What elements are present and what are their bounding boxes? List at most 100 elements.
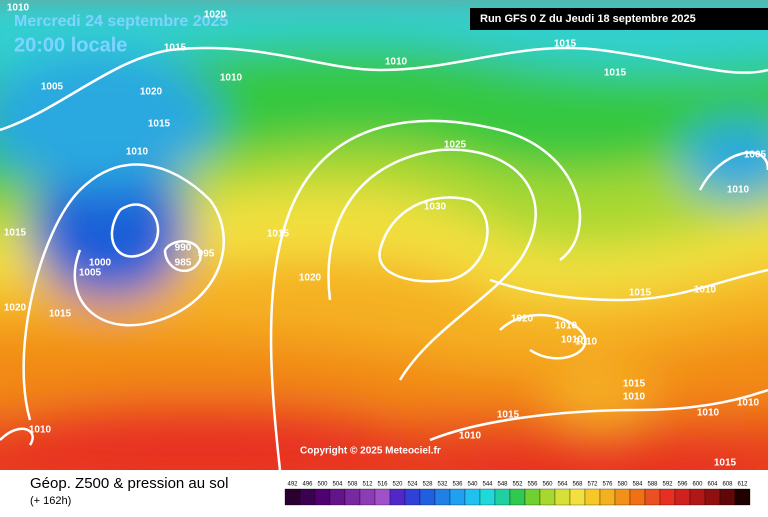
scale-label: 592 xyxy=(662,482,673,488)
scale-label: 564 xyxy=(557,482,568,488)
isobar-label: 1010 xyxy=(575,337,598,348)
scale-swatch xyxy=(419,488,436,506)
run-info: Run GFS 0 Z du Jeudi 18 septembre 2025 xyxy=(480,13,696,25)
scale-swatch xyxy=(404,488,421,506)
scale-label: 528 xyxy=(422,482,433,488)
scale-label: 608 xyxy=(722,482,733,488)
isobar-label: 995 xyxy=(198,249,215,260)
isobar-label: 1015 xyxy=(164,43,187,54)
isobar-label: 1020 xyxy=(204,10,227,21)
scale-label: 544 xyxy=(482,482,493,488)
scale-label: 552 xyxy=(512,482,523,488)
scale-label: 524 xyxy=(407,482,418,488)
scale-label: 540 xyxy=(467,482,478,488)
isobar-label: 1015 xyxy=(497,410,520,421)
scale-swatch xyxy=(719,488,736,506)
scale-swatch xyxy=(734,488,751,506)
scale-swatch xyxy=(284,488,301,506)
scale-swatch xyxy=(569,488,586,506)
scale-swatch xyxy=(344,488,361,506)
isobar-label: 1000 xyxy=(89,258,112,269)
scale-swatch xyxy=(329,488,346,506)
isobar-label: 1015 xyxy=(554,39,577,50)
footer-title: Géop. Z500 & pression au sol xyxy=(30,475,228,492)
isobar-label: 990 xyxy=(175,243,192,254)
scale-swatch xyxy=(509,488,526,506)
scale-label: 588 xyxy=(647,482,658,488)
scale-swatch xyxy=(659,488,676,506)
scale-label: 596 xyxy=(677,482,688,488)
scale-label: 568 xyxy=(572,482,583,488)
scale-swatch xyxy=(434,488,451,506)
isobar-label: 1005 xyxy=(744,150,767,161)
isobar-label: 1010 xyxy=(29,425,52,436)
scale-swatch xyxy=(539,488,556,506)
isobar-label: 1010 xyxy=(697,408,720,419)
isobar-label: 1015 xyxy=(148,119,171,130)
scale-swatch xyxy=(524,488,541,506)
scale-label: 532 xyxy=(437,482,448,488)
scale-label: 492 xyxy=(287,482,298,488)
scale-swatch xyxy=(554,488,571,506)
scale-swatch xyxy=(389,488,406,506)
scale-swatch xyxy=(584,488,601,506)
isobars xyxy=(0,46,768,470)
scale-label: 580 xyxy=(617,482,628,488)
scale-label: 516 xyxy=(377,482,388,488)
scale-swatch xyxy=(629,488,646,506)
isobar-label: 1025 xyxy=(444,140,467,151)
scale-swatch xyxy=(494,488,511,506)
scale-swatch xyxy=(464,488,481,506)
isobar-label: 1015 xyxy=(714,458,737,469)
scale-swatch xyxy=(299,488,316,506)
scale-label: 500 xyxy=(317,482,328,488)
scale-swatch xyxy=(374,488,391,506)
isobar-label: 1005 xyxy=(41,82,64,93)
scale-label: 504 xyxy=(332,482,343,488)
isobar-label: 1005 xyxy=(79,268,102,279)
scale-label: 520 xyxy=(392,482,403,488)
scale-label: 536 xyxy=(452,482,463,488)
field xyxy=(0,0,768,470)
scale-swatch xyxy=(449,488,466,506)
scale-label: 560 xyxy=(542,482,553,488)
isobar-label: 1015 xyxy=(629,288,652,299)
run-box xyxy=(470,8,768,30)
scale-label: 556 xyxy=(527,482,538,488)
scale-swatch xyxy=(314,488,331,506)
isobar-label: 1015 xyxy=(267,229,290,240)
isobar-label: 1020 xyxy=(4,303,27,314)
copyright: Copyright © 2025 Meteociel.fr xyxy=(300,446,441,457)
scale-swatch xyxy=(644,488,661,506)
isobar-label: 1010 xyxy=(459,431,482,442)
isobar-label: 1010 xyxy=(126,147,149,158)
scale-label: 496 xyxy=(302,482,313,488)
isobar-label: 1010 xyxy=(727,185,750,196)
scale-label: 604 xyxy=(707,482,718,488)
scale-label: 512 xyxy=(362,482,373,488)
scale-swatch xyxy=(704,488,721,506)
isobar-label: 985 xyxy=(175,258,192,269)
isobar-label: 1010 xyxy=(737,398,760,409)
scale-label: 612 xyxy=(737,482,748,488)
time: 20:00 locale xyxy=(14,34,127,56)
scale-label: 600 xyxy=(692,482,703,488)
isobar-label: 1020 xyxy=(511,314,534,325)
scale-label: 572 xyxy=(587,482,598,488)
scale-swatch xyxy=(689,488,706,506)
footer-subtitle: (+ 162h) xyxy=(30,495,71,507)
isobar-label: 1010 xyxy=(561,335,584,346)
scale-label: 584 xyxy=(632,482,643,488)
isobar-label: 1010 xyxy=(623,392,646,403)
isobar-label: 1010 xyxy=(694,285,717,296)
scale-swatch xyxy=(479,488,496,506)
date: Mercredi 24 septembre 2025 xyxy=(14,13,228,30)
isobar-label: 1010 xyxy=(7,3,30,14)
scale-label: 508 xyxy=(347,482,358,488)
scale-swatch xyxy=(614,488,631,506)
scale-swatch xyxy=(674,488,691,506)
isobar-label: 1020 xyxy=(140,87,163,98)
scale-swatch xyxy=(599,488,616,506)
scale-label: 548 xyxy=(497,482,508,488)
